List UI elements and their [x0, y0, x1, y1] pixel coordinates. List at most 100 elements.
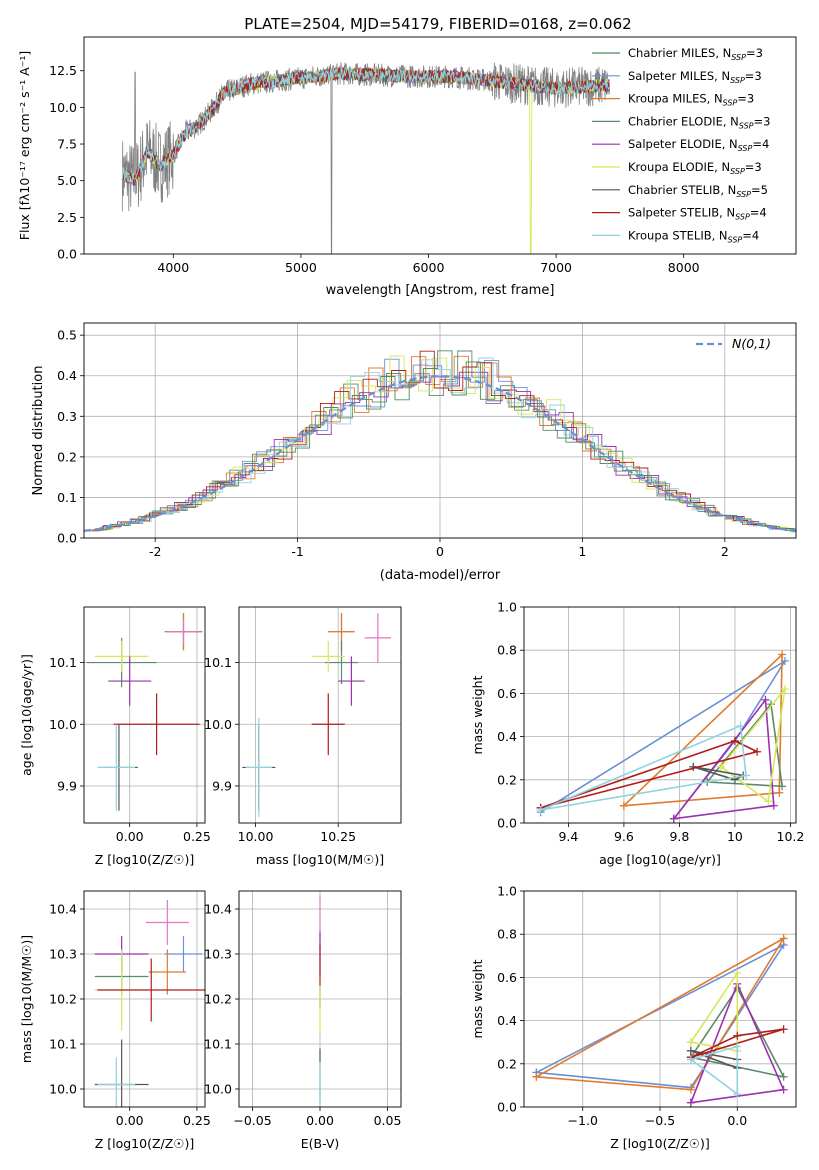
x-axis-label: E(B-V)	[301, 1136, 340, 1151]
mass-vs-Z-axes: 0.00 0.25 10.0 10.1 10.2 10.3 10.4	[49, 891, 211, 1128]
series-marker	[686, 1098, 695, 1107]
errorbar-point	[97, 958, 205, 1022]
series-marker	[753, 747, 762, 756]
spectrum-legend: Chabrier MILES, NSSP=3 Salpeter MILES, NS…	[592, 46, 770, 244]
y-tick-label: 0.6	[497, 686, 517, 701]
y-tick-label: 10.1	[49, 1037, 77, 1052]
errorbar-point	[97, 1057, 136, 1107]
legend-entry: Chabrier MILES, NSSP=3	[628, 46, 763, 62]
series-marker	[532, 1072, 541, 1081]
x-tick-label: 0.00	[116, 1113, 144, 1128]
x-tick-label: 10.25	[320, 829, 356, 844]
legend-entry: Kroupa STELIB, NSSP=4	[628, 228, 759, 244]
y-tick-label: 5.0	[57, 173, 77, 188]
y-tick-label: 10.0	[204, 1082, 232, 1097]
y-tick-label: 10.3	[49, 947, 77, 962]
errorbar-point	[338, 656, 365, 706]
errorbar-point	[167, 619, 200, 645]
x-axis-label: mass [log10(M/M☉)]	[256, 852, 384, 867]
y-axis-label: Flux [fλ10⁻¹⁷ erg cm⁻² s⁻¹ A⁻¹]	[17, 51, 32, 240]
histograms	[84, 350, 796, 533]
series-marker	[730, 736, 739, 745]
y-tick-label: 0.1	[57, 490, 77, 505]
series-marker	[733, 1090, 742, 1099]
series-line-4	[720, 686, 787, 803]
series-line-1	[623, 652, 783, 807]
x-tick-label: 9.8	[669, 829, 689, 844]
legend-gaussian-label: N(0,1)	[732, 336, 771, 351]
y-tick-label: 0.4	[497, 1013, 517, 1028]
series-line-3	[673, 697, 775, 820]
legend-entry: Chabrier ELODIE, NSSP=3	[628, 114, 770, 130]
errorbar-point	[94, 640, 149, 672]
y-tick-label: 10.1	[204, 655, 232, 670]
series-marker	[761, 695, 770, 704]
y-tick-label: 0.2	[497, 1056, 517, 1071]
y-axis-label: mass weight	[470, 675, 485, 754]
age-vs-mass-errorbars	[242, 613, 392, 817]
y-axis-label: mass weight	[470, 959, 485, 1038]
massweight-vs-age-lines	[536, 650, 789, 823]
series-marker	[686, 1085, 695, 1094]
series-marker	[736, 721, 745, 730]
model-line-8	[121, 66, 610, 185]
legend-entry: Salpeter STELIB, NSSP=4	[628, 206, 767, 222]
legend-entry: Chabrier STELIB, NSSP=5	[628, 183, 768, 199]
x-tick-label: 2	[721, 544, 729, 559]
y-tick-label: 0.5	[57, 328, 77, 343]
x-tick-label: 0.0	[727, 1113, 747, 1128]
errorbar-point	[164, 936, 203, 972]
y-tick-label: 10.4	[204, 902, 232, 917]
spectrum-lines	[121, 62, 610, 254]
residuals-frame	[83, 322, 797, 539]
x-tick-label: −1.0	[568, 1113, 598, 1128]
gaussian-curve	[84, 375, 796, 532]
y-tick-label: 0.0	[57, 531, 77, 546]
series-marker	[733, 1042, 742, 1051]
series-marker	[686, 1055, 695, 1064]
errorbar-point	[148, 949, 187, 995]
errorbar-point	[311, 693, 345, 756]
x-tick-label: 10	[727, 829, 743, 844]
figure-title: PLATE=2504, MJD=54179, FIBERID=0168, z=0…	[244, 15, 631, 33]
mass-vs-EBV-frame	[238, 890, 402, 1108]
y-tick-label: 10.2	[49, 992, 77, 1007]
errorbar-point	[311, 640, 345, 672]
age-vs-Z-errorbars	[86, 613, 203, 811]
x-tick-label: 4000	[157, 260, 189, 275]
series-marker	[764, 797, 773, 806]
y-tick-label: 0.3	[57, 409, 77, 424]
model-line-7	[121, 67, 610, 183]
errorbar-point	[324, 640, 359, 685]
x-axis-label: (data-model)/error	[380, 568, 501, 583]
x-axis-label: wavelength [Angstrom, rest frame]	[326, 283, 555, 298]
series-marker	[536, 806, 545, 815]
series-marker	[742, 771, 751, 780]
histogram-6	[94, 357, 796, 533]
y-axis-label: age [log10(age/yr)]	[19, 654, 34, 776]
y-tick-label: 0.6	[497, 970, 517, 985]
y-tick-label: 0.4	[57, 368, 77, 383]
y-tick-label: 10.3	[204, 947, 232, 962]
y-axis-label: Normed distribution	[31, 366, 46, 496]
x-axis-label: age [log10(age/yr)]	[599, 852, 721, 867]
y-tick-label: 1.0	[497, 600, 517, 615]
errorbar-point	[364, 613, 392, 663]
mass-vs-Z-errorbars	[94, 900, 205, 1107]
x-tick-label: 9.6	[614, 829, 634, 844]
spectrum-frame	[83, 36, 797, 255]
series-marker	[779, 934, 788, 943]
series-marker	[733, 1031, 742, 1040]
y-tick-label: 10.0	[49, 100, 77, 115]
series-line-5	[693, 766, 746, 781]
y-tick-label: 10.1	[49, 655, 77, 670]
x-tick-label: −0.05	[233, 1113, 271, 1128]
x-tick-label: -2	[149, 544, 161, 559]
series-marker	[619, 801, 628, 810]
massweight-vs-age-frame	[523, 606, 797, 824]
y-tick-label: 0.0	[57, 247, 77, 262]
y-tick-label: 10.0	[49, 717, 77, 732]
y-tick-label: 7.5	[57, 137, 77, 152]
x-tick-label: 0.00	[116, 829, 144, 844]
x-tick-label: 8000	[668, 260, 700, 275]
